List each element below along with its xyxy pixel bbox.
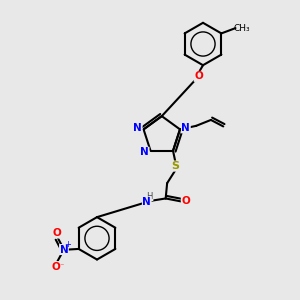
Text: O: O — [52, 228, 61, 238]
Text: ⁻: ⁻ — [59, 261, 64, 270]
Text: N: N — [142, 197, 151, 207]
Text: S: S — [171, 161, 179, 171]
Text: N: N — [59, 244, 68, 254]
Text: O: O — [51, 262, 60, 272]
Text: N: N — [140, 147, 149, 157]
Text: CH₃: CH₃ — [234, 24, 250, 33]
Text: O: O — [181, 196, 190, 206]
Text: +: + — [64, 240, 71, 249]
Text: O: O — [194, 71, 203, 81]
Text: H: H — [147, 192, 153, 201]
Text: N: N — [182, 123, 190, 133]
Text: N: N — [133, 123, 142, 133]
